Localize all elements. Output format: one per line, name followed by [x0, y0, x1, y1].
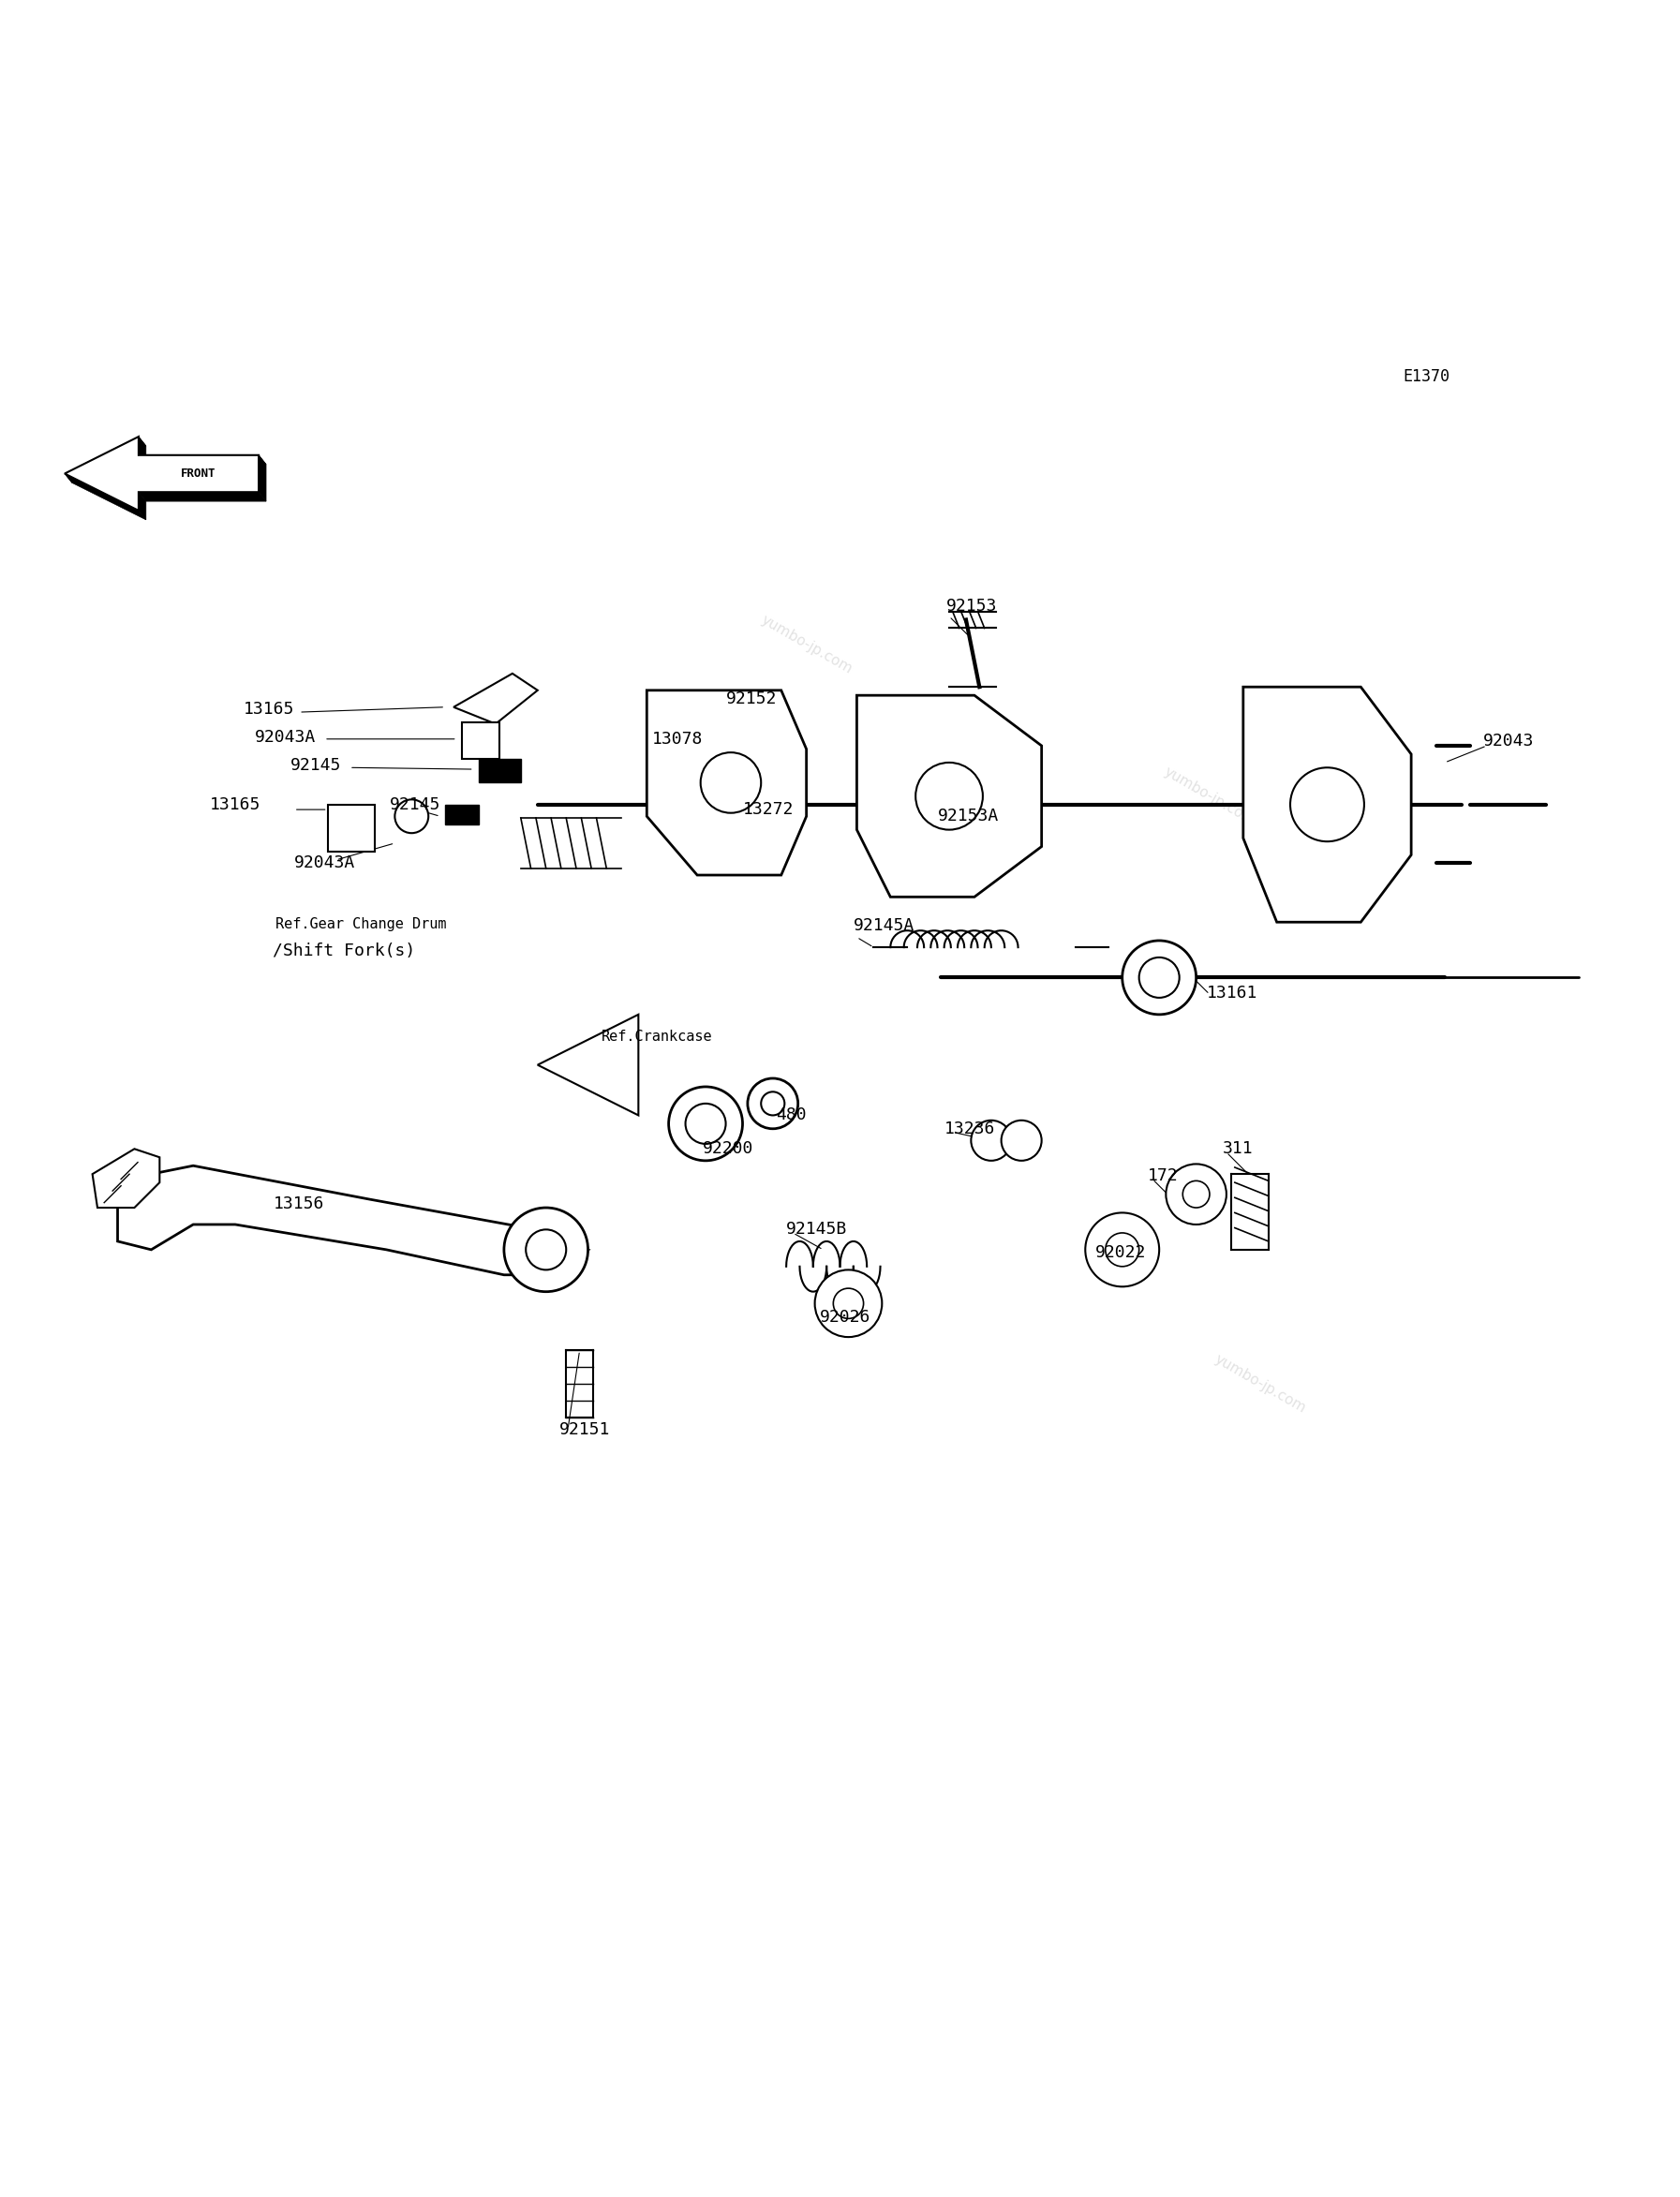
- Text: Ref.Gear Change Drum: Ref.Gear Change Drum: [276, 916, 447, 932]
- Circle shape: [669, 1088, 743, 1160]
- Text: 13161: 13161: [1206, 984, 1257, 1002]
- Polygon shape: [647, 690, 806, 874]
- Circle shape: [1122, 940, 1196, 1015]
- Circle shape: [748, 1079, 798, 1129]
- Bar: [445, 804, 479, 824]
- Text: 92145B: 92145B: [786, 1222, 847, 1237]
- Text: E1370: E1370: [1403, 367, 1450, 384]
- Polygon shape: [259, 455, 265, 501]
- Text: 92200: 92200: [702, 1140, 753, 1158]
- Circle shape: [685, 1103, 726, 1145]
- Circle shape: [971, 1120, 1011, 1160]
- Text: 92026: 92026: [820, 1309, 870, 1325]
- Polygon shape: [92, 1149, 160, 1208]
- Text: 92153A: 92153A: [937, 808, 998, 824]
- Text: 13156: 13156: [274, 1195, 324, 1213]
- Text: 92145A: 92145A: [853, 916, 914, 934]
- Text: yumbo-jp.com: yumbo-jp.com: [758, 613, 855, 677]
- Text: /Shift Fork(s): /Shift Fork(s): [274, 943, 415, 960]
- Polygon shape: [138, 492, 265, 501]
- Circle shape: [526, 1230, 566, 1270]
- Polygon shape: [64, 437, 146, 483]
- Text: 92152: 92152: [726, 690, 776, 707]
- Text: 480: 480: [776, 1107, 806, 1123]
- Polygon shape: [857, 694, 1042, 896]
- Text: 172: 172: [1147, 1167, 1178, 1184]
- Text: 92022: 92022: [1095, 1246, 1146, 1261]
- Text: 92151: 92151: [559, 1421, 610, 1437]
- Text: 13272: 13272: [743, 802, 793, 817]
- Circle shape: [1139, 958, 1179, 997]
- Text: yumbo-jp.com: yumbo-jp.com: [1211, 1351, 1309, 1415]
- Polygon shape: [64, 437, 259, 510]
- Polygon shape: [118, 1167, 588, 1274]
- Circle shape: [395, 800, 428, 833]
- Circle shape: [1166, 1164, 1226, 1224]
- Text: 13078: 13078: [652, 732, 702, 747]
- Polygon shape: [64, 475, 146, 521]
- Text: 92043A: 92043A: [294, 855, 354, 872]
- Circle shape: [1290, 767, 1364, 841]
- Text: 92145: 92145: [291, 758, 341, 773]
- Text: Ref.Crankcase: Ref.Crankcase: [601, 1030, 712, 1044]
- Text: 311: 311: [1223, 1140, 1253, 1158]
- Text: 92043A: 92043A: [255, 729, 316, 745]
- Circle shape: [815, 1270, 882, 1338]
- Circle shape: [1085, 1213, 1159, 1287]
- Polygon shape: [454, 674, 538, 723]
- Text: FRONT: FRONT: [181, 468, 217, 479]
- Circle shape: [701, 751, 761, 813]
- Polygon shape: [1243, 688, 1411, 923]
- Polygon shape: [138, 492, 146, 521]
- Bar: [479, 760, 521, 782]
- Text: 92153: 92153: [946, 598, 996, 615]
- Polygon shape: [138, 455, 265, 464]
- Circle shape: [504, 1208, 588, 1292]
- Text: 13165: 13165: [244, 701, 294, 716]
- Text: 92043: 92043: [1483, 732, 1534, 749]
- Bar: [328, 804, 375, 852]
- Polygon shape: [538, 1015, 638, 1116]
- Circle shape: [1105, 1233, 1139, 1265]
- Text: 92145: 92145: [390, 795, 440, 813]
- Bar: [462, 723, 499, 760]
- Circle shape: [1001, 1120, 1042, 1160]
- Circle shape: [1183, 1180, 1210, 1208]
- Text: 13165: 13165: [210, 795, 260, 813]
- Text: 13236: 13236: [944, 1120, 995, 1138]
- Circle shape: [833, 1287, 864, 1318]
- Text: yumbo-jp.com: yumbo-jp.com: [1161, 765, 1258, 828]
- Circle shape: [761, 1092, 785, 1116]
- Polygon shape: [138, 437, 146, 464]
- Circle shape: [916, 762, 983, 830]
